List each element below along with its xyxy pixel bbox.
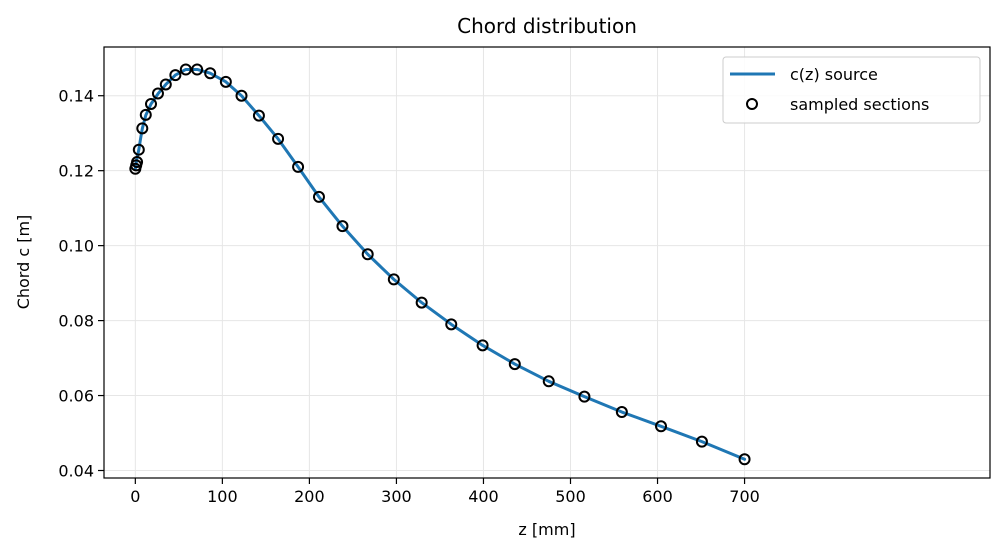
sampled-section-point [219,75,232,88]
legend-marker-swatch [746,98,758,110]
sampled-section-point [132,143,145,156]
x-tick-label: 700 [729,487,760,506]
sampled-section-point [387,273,400,286]
sampled-section-point [312,190,325,203]
x-axis-title: z [mm] [518,520,575,539]
x-tick-label: 0 [130,487,140,506]
sampled-section-point [235,89,248,102]
x-axis-ticks: 0 100 200 300 400 500 600 700 [130,478,760,506]
sampled-section-point [159,78,172,91]
series-line-source [133,67,747,461]
sampled-section-point [695,435,708,448]
sampled-section-point [738,453,751,466]
series-markers [129,63,751,466]
plot-frame [103,46,991,479]
sampled-section-point [145,97,157,110]
sampled-section-point [204,67,217,80]
y-tick-label: 0.10 [58,237,94,256]
sampled-section-point [292,160,305,173]
x-tick-label: 500 [555,487,586,506]
sampled-section-point [191,63,204,76]
legend-box [722,56,981,124]
y-tick-label: 0.08 [58,312,94,331]
sampled-section-point [615,406,628,419]
sampled-section-point [445,318,458,331]
y-axis-ticks: 0.04 0.06 0.08 0.10 0.12 0.14 [58,87,104,481]
sampled-section-point [151,87,164,100]
sampled-section-point [252,109,265,122]
series-lines [133,67,747,461]
sampled-section-point [542,375,555,388]
legend-label-sampled: sampled sections [790,95,929,114]
sampled-section-point [136,122,149,135]
sampled-section-point [476,339,489,352]
sampled-section-point [361,248,374,261]
y-tick-label: 0.04 [58,462,94,481]
legend-label-source: c(z) source [790,65,878,84]
chart-title: Chord distribution [457,14,637,38]
x-tick-label: 100 [207,487,238,506]
x-tick-label: 400 [468,487,499,506]
sampled-section-point [272,132,285,145]
legend: c(z) source sampled sections [722,56,981,124]
y-tick-label: 0.12 [58,162,94,181]
y-axis-title: Chord c [m] [14,215,33,310]
y-tick-label: 0.14 [58,87,94,106]
sampled-section-point [508,358,521,371]
sampled-section-point [131,156,144,169]
y-tick-label: 0.06 [58,387,94,406]
x-tick-label: 300 [381,487,412,506]
x-tick-label: 200 [294,487,325,506]
sampled-section-point [179,63,192,76]
sampled-section-point [139,108,152,121]
sampled-section-point [578,390,591,403]
sampled-section-point [169,69,182,82]
sampled-section-point [415,296,428,309]
sampled-section-point [336,220,349,233]
sampled-section-point [655,420,668,433]
x-tick-label: 600 [642,487,673,506]
